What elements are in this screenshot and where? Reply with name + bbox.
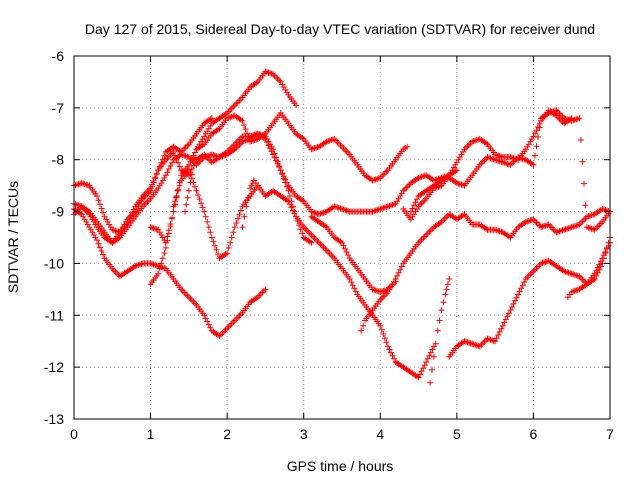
series-12 — [407, 107, 613, 233]
series-4 — [71, 130, 315, 246]
series-5 — [170, 167, 437, 381]
y-axis-label: SDTVAR / TECUs — [5, 181, 21, 293]
x-tick-label: 0 — [70, 426, 78, 442]
series-13 — [427, 276, 453, 386]
series-15 — [564, 239, 613, 301]
series-12-markers — [407, 107, 613, 233]
x-tick-label: 4 — [376, 426, 384, 442]
series-8-markers — [239, 177, 261, 231]
x-axis-label: GPS time / hours — [287, 458, 394, 474]
series-9-markers — [308, 213, 399, 295]
series-14 — [446, 234, 613, 360]
series-4-markers — [71, 130, 315, 246]
y-tick-label: -9 — [52, 204, 65, 220]
series-5-markers — [170, 167, 437, 381]
series-9 — [308, 213, 399, 295]
series-11-markers — [358, 206, 613, 334]
series-8 — [239, 177, 261, 231]
y-tick-label: -10 — [44, 255, 64, 271]
series-7 — [147, 187, 181, 288]
chart-title: Day 127 of 2015, Sidereal Day-to-day VTE… — [85, 21, 595, 37]
x-tick-label: 6 — [530, 426, 538, 442]
series-10-markers — [400, 107, 575, 223]
y-tick-label: -7 — [52, 100, 65, 116]
series-7-markers — [147, 187, 181, 288]
y-tick-label: -13 — [44, 411, 64, 427]
plot-frame — [73, 55, 611, 420]
x-tick-label: 2 — [223, 426, 231, 442]
x-tick-label: 7 — [606, 426, 614, 442]
y-tick-label: -12 — [44, 359, 64, 375]
series-3-markers — [71, 130, 460, 246]
series-3 — [71, 130, 460, 246]
x-tick-label: 3 — [300, 426, 308, 442]
series-14-markers — [446, 234, 613, 360]
tick-layer: 0 1 2 3 4 5 6 7 -6 -7 -8 -9 -10 -11 -12 -13 — [44, 48, 614, 442]
y-tick-label: -8 — [52, 152, 65, 168]
data-layer — [71, 68, 613, 386]
x-tick-label: 1 — [147, 426, 155, 442]
series-10 — [400, 107, 575, 223]
y-tick-label: -11 — [45, 307, 64, 323]
x-tick-label: 5 — [453, 426, 461, 442]
y-tick-label: -6 — [52, 48, 65, 64]
series-2 — [182, 110, 411, 215]
series-2-markers — [182, 110, 411, 215]
series-13-markers — [427, 276, 453, 386]
series-15-markers — [564, 239, 613, 301]
grid-layer — [74, 56, 610, 419]
series-11 — [358, 206, 613, 334]
